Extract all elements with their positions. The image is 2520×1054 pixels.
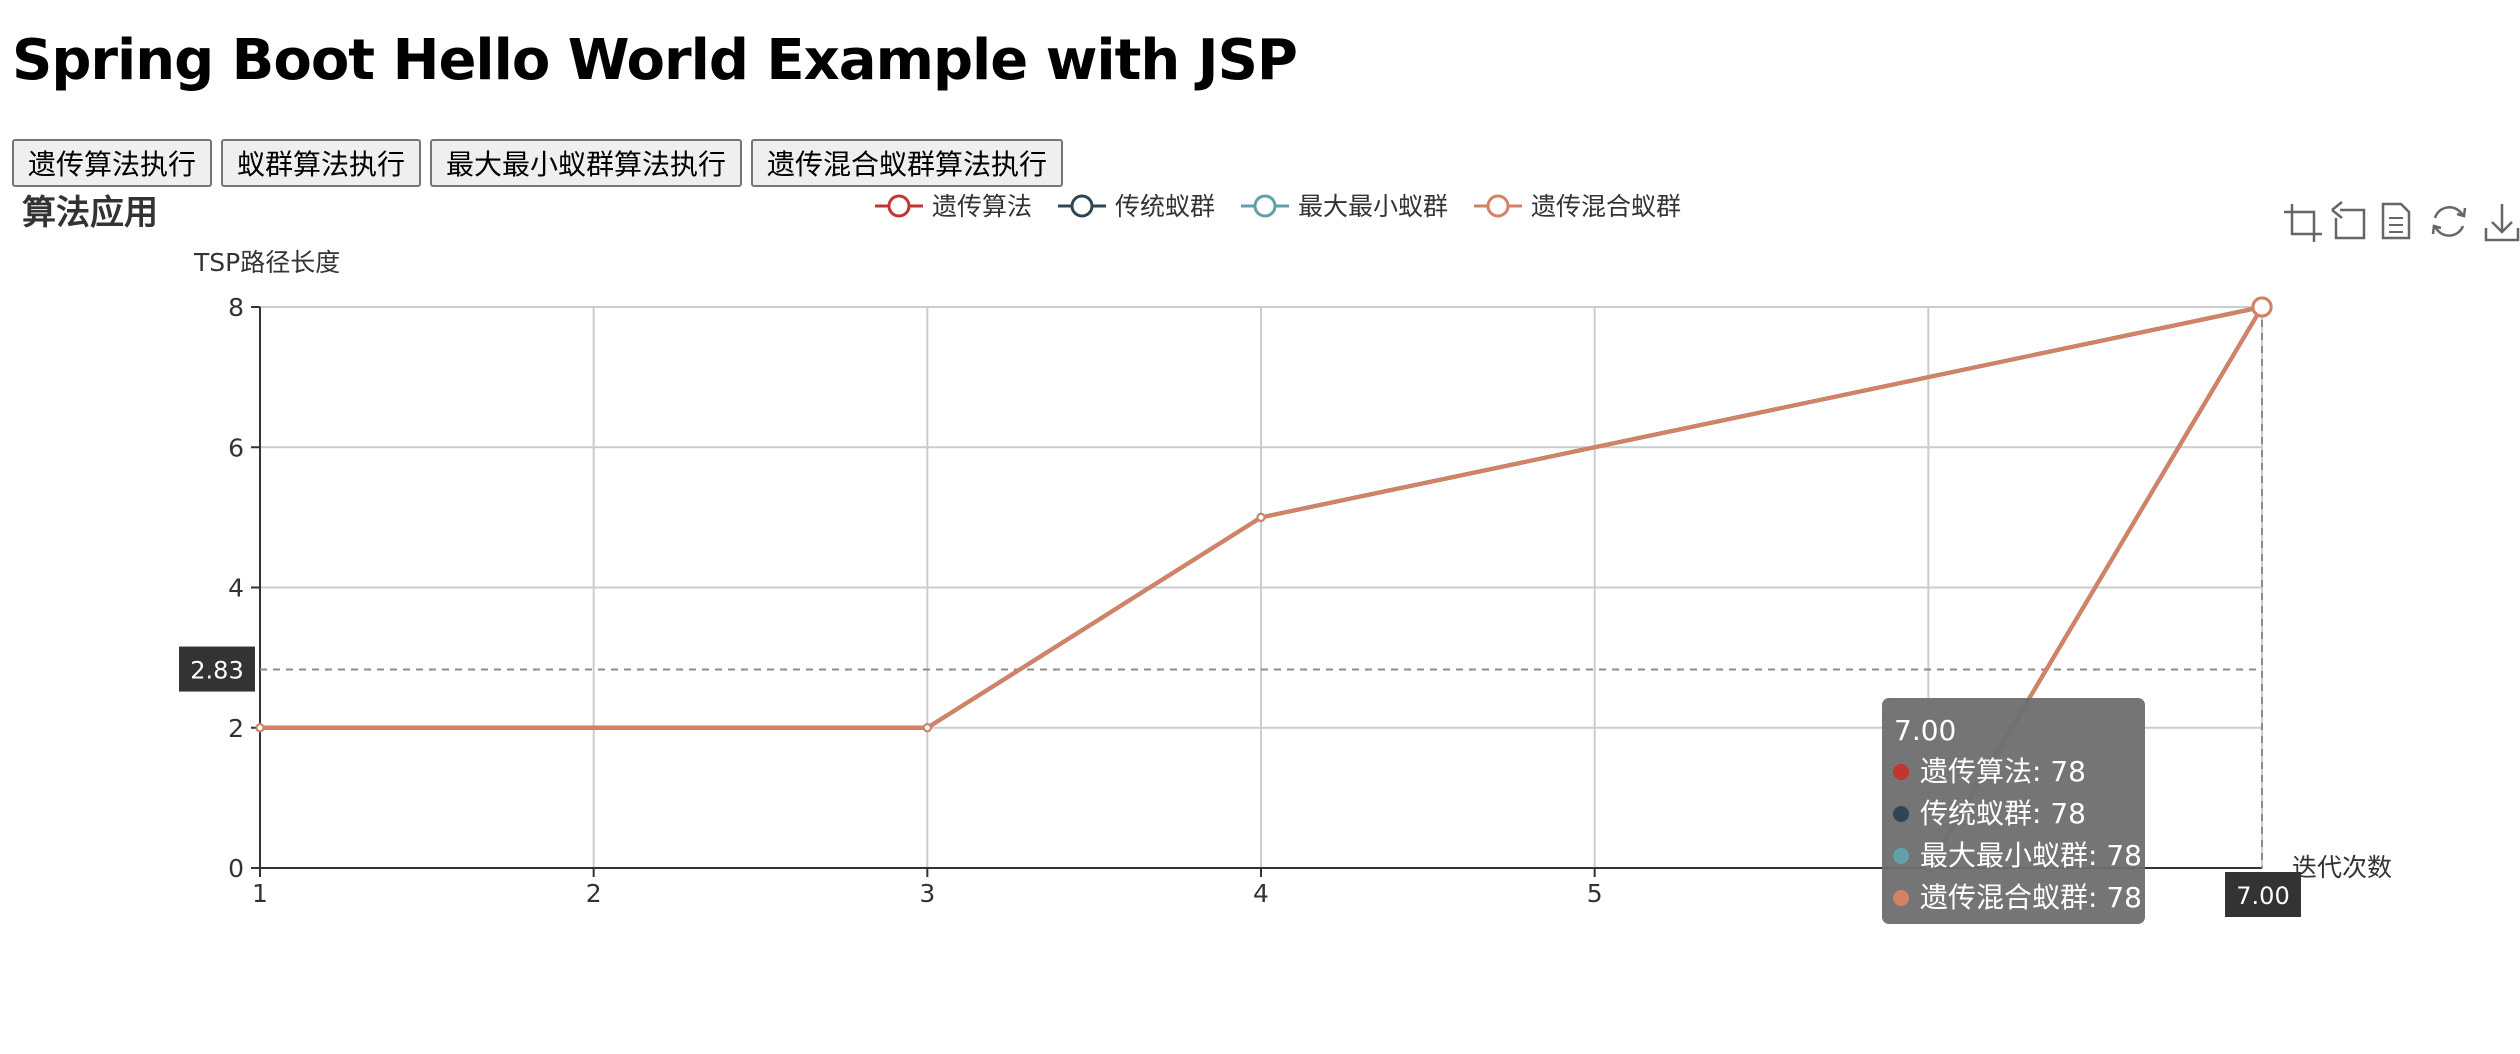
x-pointer-label: 7.00 <box>2236 882 2289 910</box>
x-tick-label: 2 <box>586 879 602 908</box>
save-image-icon-shape <box>2484 204 2520 242</box>
legend-marker <box>1070 194 1094 218</box>
legend-marker <box>1253 194 1277 218</box>
x-tick-label: 4 <box>1253 879 1269 908</box>
tooltip-row: 传统蚁群: 78 <box>1920 797 2086 830</box>
chart-labels: 算法应用 <box>22 193 158 233</box>
tooltip-series-value: 78 <box>2050 755 2086 788</box>
legend-marker <box>1486 194 1510 218</box>
y-tick-label: 8 <box>228 293 244 322</box>
tooltip-header: 7.00 <box>1894 714 1956 747</box>
tooltip-row: 遗传算法: 78 <box>1920 755 2086 788</box>
x-tick-label: 1 <box>252 879 268 908</box>
restore-arrows <box>2431 207 2467 235</box>
run-max-min-ant-colony-button[interactable]: 最大最小蚁群算法执行 <box>430 139 743 187</box>
tooltip-marker <box>1893 764 1909 780</box>
tooltip-row: 遗传混合蚁群: 78 <box>1920 881 2142 914</box>
zoom-icon-shape <box>2284 204 2322 242</box>
tooltip-series-name: 遗传算法 <box>1920 755 2032 788</box>
tooltip-marker <box>1893 806 1909 822</box>
legend-item-2[interactable]: 传统蚁群 <box>1058 192 1215 221</box>
tooltip-series-name: 遗传混合蚁群 <box>1920 881 2088 914</box>
chart-tooltip: 7.00 遗传算法: 78 传统蚁群: 78 最大最小蚁群: 78 遗传混合蚁群: 78 <box>1882 698 2145 924</box>
data-view-icon-shape <box>2381 202 2411 240</box>
data-view-lines <box>2389 217 2403 233</box>
page-title: Spring Boot Hello World Example with JSP <box>12 28 1298 93</box>
x-pointer-label-bg <box>2225 872 2301 917</box>
restore-icon[interactable] <box>2431 206 2467 237</box>
y-tick-label: 6 <box>228 433 244 462</box>
tooltip-series-value: 78 <box>2106 881 2142 914</box>
y-tick-label: 2 <box>228 714 244 743</box>
save-image-icon[interactable] <box>2484 204 2520 242</box>
run-genetic-button[interactable]: 遗传算法执行 <box>12 139 213 187</box>
chart-toolbox[interactable] <box>2284 201 2520 242</box>
tooltip-box <box>1882 698 2145 924</box>
legend-label: 传统蚁群 <box>1115 192 1215 221</box>
tooltip-marker <box>1893 848 1909 864</box>
x-axis-title: 迭代次数 <box>2292 853 2392 882</box>
x-tick-label: 3 <box>919 879 935 908</box>
zoom-reset-icon[interactable] <box>2331 201 2366 240</box>
legend-item-3[interactable]: 最大最小蚁群 <box>1241 192 1448 221</box>
chart-title: 算法应用 <box>22 193 158 233</box>
legend-item-1[interactable]: 遗传算法 <box>875 192 1032 221</box>
run-ant-colony-button[interactable]: 蚁群算法执行 <box>221 139 422 187</box>
data-point[interactable] <box>2251 296 2273 318</box>
legend-label: 最大最小蚁群 <box>1298 192 1448 221</box>
tooltip-series-value: 78 <box>2050 797 2086 830</box>
axis-pointer: 2.83 7.00 <box>179 307 2301 917</box>
tooltip-row: 最大最小蚁群: 78 <box>1920 839 2142 872</box>
x-tick-label: 5 <box>1587 879 1603 908</box>
y-pointer-label: 2.83 <box>190 657 243 685</box>
tooltip-series-name: 传统蚁群 <box>1920 797 2032 830</box>
legend-item-4[interactable]: 遗传混合蚁群 <box>1474 192 1681 221</box>
y-pointer-label-bg <box>179 646 255 692</box>
data-view-icon[interactable] <box>2381 202 2411 240</box>
zoom-reset-icon-shape <box>2334 208 2366 240</box>
tooltip-marker <box>1893 890 1909 906</box>
y-axis-title: TSP路径长度 <box>193 248 340 277</box>
tooltip-series-value: 78 <box>2106 839 2142 872</box>
data-point[interactable] <box>922 723 932 733</box>
legend-label: 遗传混合蚁群 <box>1531 192 1681 221</box>
data-point[interactable] <box>255 723 265 733</box>
y-tick-label: 0 <box>228 854 244 883</box>
restore-icon-shape <box>2433 206 2465 237</box>
tooltip-series-name: 最大最小蚁群 <box>1920 839 2088 872</box>
legend-marker <box>887 194 911 218</box>
y-tick-label: 4 <box>228 574 244 603</box>
legend-label: 遗传算法 <box>932 192 1032 221</box>
zoom-reset-arrow <box>2331 201 2343 219</box>
chart-legend[interactable]: 遗传算法 传统蚁群 最大最小蚁群 遗传混合蚁群 <box>875 192 1681 221</box>
data-point[interactable] <box>1256 512 1266 522</box>
algorithm-button-row: 遗传算法执行 蚁群算法执行 最大最小蚁群算法执行 遗传混合蚁群算法执行 <box>12 139 1064 187</box>
zoom-icon[interactable] <box>2284 204 2322 242</box>
run-hybrid-ant-colony-button[interactable]: 遗传混合蚁群算法执行 <box>751 139 1064 187</box>
